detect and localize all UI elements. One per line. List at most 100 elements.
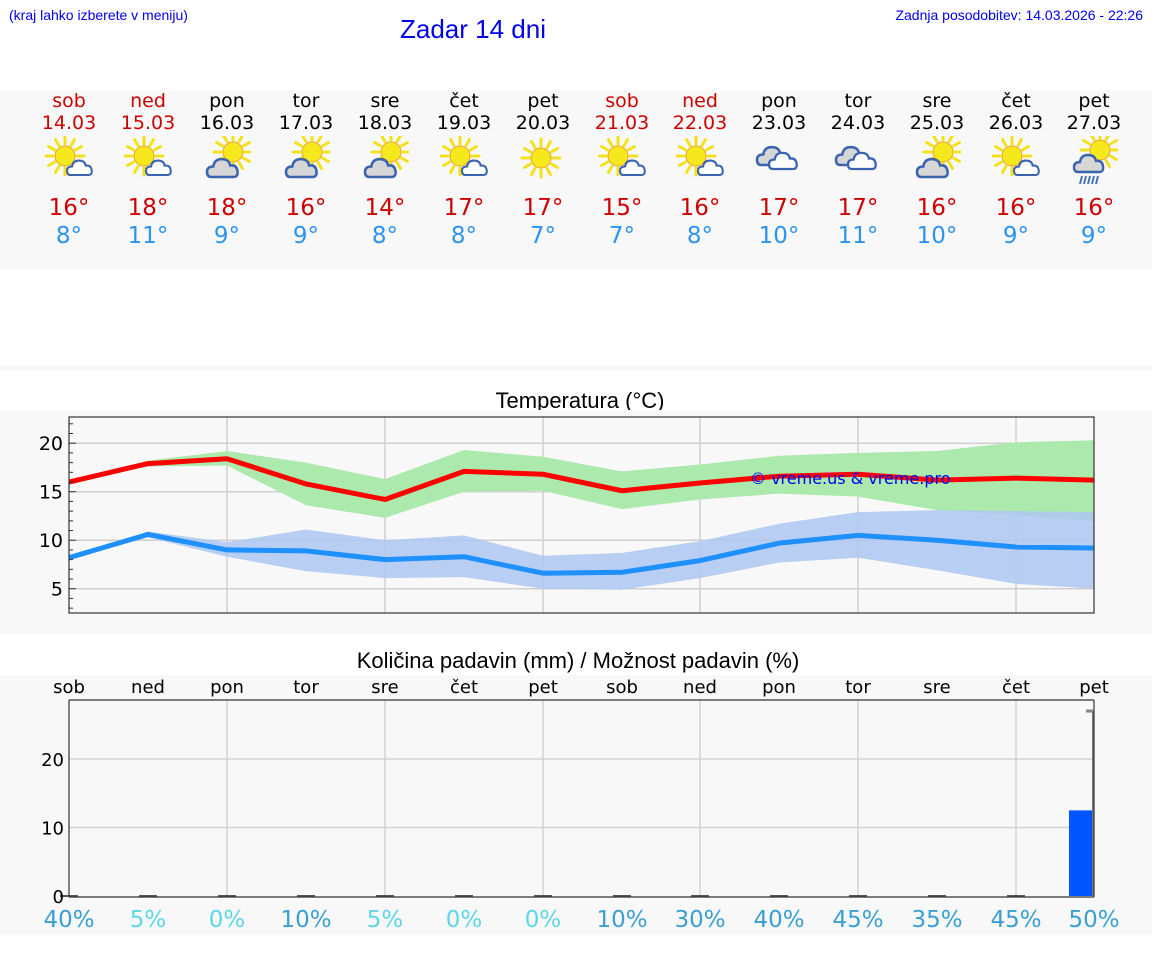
max-temp: 16° (285, 195, 327, 221)
svg-text:tor: tor (845, 677, 871, 698)
day-name: sre (922, 90, 952, 112)
day-name: sre (370, 90, 400, 112)
min-temp: 8° (55, 223, 83, 249)
partly-cloudy-icon (913, 131, 964, 184)
svg-text:35%: 35% (911, 907, 962, 933)
day-date: 24.03 (830, 112, 886, 134)
sun-small-cloud-icon (439, 135, 488, 184)
day-date: 18.03 (357, 112, 413, 134)
cloudy-icon (834, 136, 882, 184)
svg-text:5%: 5% (367, 907, 404, 933)
day-date: 21.03 (594, 112, 650, 134)
max-temp: 17° (443, 195, 485, 221)
day-date: 16.03 (199, 112, 255, 134)
svg-text:5%: 5% (130, 907, 167, 933)
svg-text:10%: 10% (280, 907, 331, 933)
min-temp: 11° (127, 223, 169, 249)
day-date: 23.03 (751, 112, 807, 134)
max-temp: 17° (522, 195, 564, 221)
partly-cloudy-icon (282, 131, 333, 184)
partly-cloudy-rain-icon (1070, 129, 1121, 185)
min-temp: 7° (608, 223, 636, 249)
svg-text:čet: čet (1002, 677, 1030, 698)
svg-text:15: 15 (39, 482, 63, 504)
day-date: 19.03 (436, 112, 492, 134)
day-name: čet (1001, 90, 1031, 112)
svg-text:tor: tor (293, 677, 319, 698)
day-date: 22.03 (672, 112, 728, 134)
partly-cloudy-icon (361, 131, 412, 184)
min-temp: 11° (837, 223, 879, 249)
max-temp: 14° (364, 195, 406, 221)
max-temp: 16° (679, 195, 721, 221)
day-name: ned (130, 90, 166, 112)
min-temp: 9° (292, 223, 320, 249)
svg-text:sre: sre (371, 677, 398, 698)
city-menu-hint: (kraj lahko izberete v meniju) (9, 7, 188, 23)
day-forecast: sob 21.03 15° 7° (582, 90, 662, 250)
sun-small-cloud-icon (597, 135, 646, 184)
partly-cloudy-icon (203, 131, 254, 184)
day-forecast: tor 17.03 16° 9° (266, 90, 346, 250)
svg-text:pon: pon (210, 677, 244, 698)
sun-small-cloud-icon (675, 135, 724, 184)
day-name: tor (844, 90, 872, 112)
min-temp: 10° (758, 223, 800, 249)
svg-text:čet: čet (450, 677, 478, 698)
svg-text:0%: 0% (209, 907, 246, 933)
sun-small-cloud-icon (991, 135, 1040, 184)
svg-text:20: 20 (41, 750, 64, 771)
svg-text:10: 10 (39, 530, 63, 552)
day-name: ned (682, 90, 718, 112)
min-temp: 8° (371, 223, 399, 249)
day-forecast: ned 22.03 16° 8° (660, 90, 740, 250)
day-forecast: sre 25.03 16° 10° (897, 90, 977, 250)
svg-text:pet: pet (528, 677, 558, 698)
svg-text:40%: 40% (43, 907, 94, 933)
precipitation-chart: sob ned pon tor sre čet pet sob ned pon tor sre čet p… (0, 675, 1152, 935)
max-temp: 16° (48, 195, 90, 221)
max-temp: 15° (601, 195, 643, 221)
min-temp: 9° (1080, 223, 1108, 249)
min-temp: 9° (1002, 223, 1030, 249)
day-forecast: pon 23.03 17° 10° (739, 90, 819, 250)
svg-text:10%: 10% (596, 907, 647, 933)
min-temp: 9° (213, 223, 241, 249)
day-name: pon (209, 90, 245, 112)
min-temp: 7° (529, 223, 557, 249)
max-temp: 18° (127, 195, 169, 221)
day-name: sob (52, 90, 86, 112)
day-date: 26.03 (988, 112, 1044, 134)
svg-text:40%: 40% (753, 907, 804, 933)
svg-text:10: 10 (41, 819, 64, 840)
svg-text:50%: 50% (1068, 907, 1119, 933)
svg-text:0%: 0% (525, 907, 562, 933)
day-name: pet (527, 90, 559, 112)
svg-text:5: 5 (51, 579, 63, 601)
max-temp: 16° (1073, 195, 1115, 221)
day-name: pon (761, 90, 797, 112)
svg-text:sob: sob (606, 677, 638, 698)
day-forecast: sre 18.03 14° 8° (345, 90, 425, 250)
svg-text:sre: sre (923, 677, 950, 698)
day-name: tor (292, 90, 320, 112)
svg-text:30%: 30% (674, 907, 725, 933)
max-temp: 18° (206, 195, 248, 221)
max-temp: 17° (758, 195, 800, 221)
svg-text:ned: ned (131, 677, 165, 698)
max-temp: 17° (837, 195, 879, 221)
svg-text:0%: 0% (446, 907, 483, 933)
day-forecast: pet 27.03 16° 9° (1054, 90, 1134, 250)
max-temp: 16° (995, 195, 1037, 221)
day-date: 17.03 (278, 112, 334, 134)
sun-small-cloud-icon (123, 135, 172, 184)
svg-text:45%: 45% (990, 907, 1041, 933)
sun-icon (519, 136, 567, 184)
day-date: 27.03 (1066, 112, 1122, 134)
cloudy-icon (755, 136, 803, 184)
min-temp: 8° (450, 223, 478, 249)
day-name: pet (1078, 90, 1110, 112)
day-date: 25.03 (909, 112, 965, 134)
day-name: sob (605, 90, 639, 112)
svg-text:pet: pet (1079, 677, 1109, 698)
